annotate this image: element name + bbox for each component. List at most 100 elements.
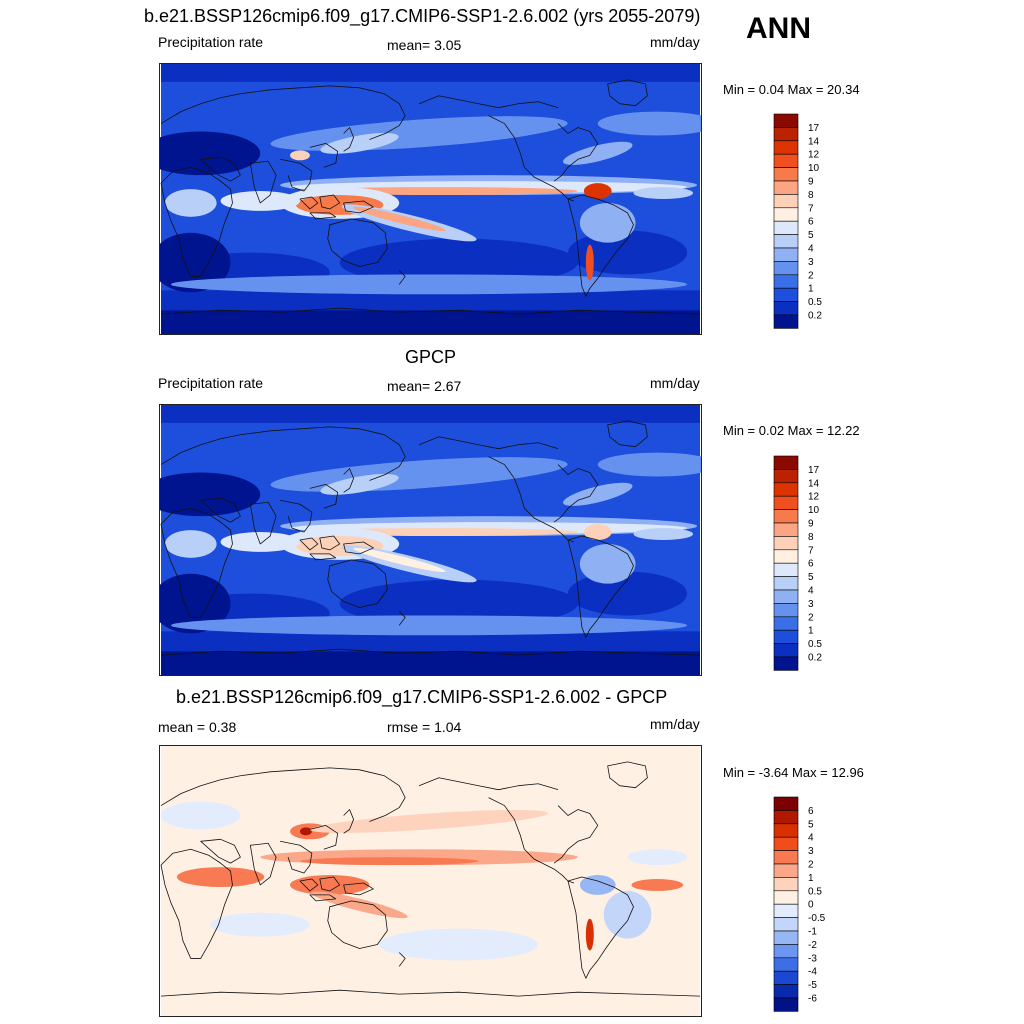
- contour-region: [633, 528, 694, 540]
- contour-region: [160, 573, 231, 634]
- colorbar-swatch: [773, 576, 799, 591]
- colorbar-tick-label: 4: [808, 833, 814, 844]
- contour-band: [160, 651, 701, 675]
- colorbar-tick-label: 2: [808, 612, 814, 623]
- contour-region: [299, 857, 479, 866]
- contour-region: [583, 183, 612, 199]
- colorbar-swatch: [773, 970, 799, 985]
- colorbar-tick-label: 2: [808, 270, 814, 281]
- contour-region: [585, 244, 594, 281]
- colorbar-swatch: [773, 796, 799, 811]
- panel-center-label: rmse = 1.04: [387, 719, 462, 735]
- colorbar-swatch: [773, 629, 799, 644]
- contour-region: [583, 524, 612, 540]
- panel-left-label: Precipitation rate: [158, 34, 264, 50]
- colorbar-tick-label: 17: [808, 465, 820, 476]
- panel-left-label: Precipitation rate: [158, 375, 264, 391]
- colorbar-tick-label: 14: [808, 136, 820, 147]
- colorbar-swatch: [773, 536, 799, 551]
- colorbar-swatch: [773, 234, 799, 249]
- contour-region: [579, 543, 636, 584]
- contour-region: [220, 532, 300, 552]
- colorbar-swatch: [773, 984, 799, 999]
- contour-band: [160, 290, 701, 311]
- colorbar-tick-label: 17: [808, 123, 820, 134]
- colorbar-tick-label: 1: [808, 626, 814, 637]
- contour-region: [220, 191, 300, 211]
- coastline: [160, 79, 701, 315]
- panel-units: mm/day: [650, 716, 700, 732]
- colorbar-tick-label: 7: [808, 203, 814, 214]
- contour-region: [352, 206, 446, 232]
- contour-region: [597, 111, 701, 136]
- contour-region: [352, 547, 446, 573]
- contour-region: [563, 482, 633, 506]
- colorbar-tick-label: 4: [808, 244, 814, 255]
- colorbar-tick-label: 5: [808, 572, 814, 583]
- colorbar-tick-label: 2: [808, 860, 814, 871]
- panel-title: b.e21.BSSP126cmip6.f09_g17.CMIP6-SSP1-2.…: [144, 6, 701, 26]
- colorbar-swatch: [773, 509, 799, 524]
- colorbar-tick-label: 4: [808, 586, 814, 597]
- colorbar-swatch: [773, 549, 799, 564]
- colorbar-swatch: [773, 522, 799, 537]
- colorbar-tick-label: 3: [808, 846, 814, 857]
- colorbar-tick-label: 7: [808, 545, 814, 556]
- colorbar-tick-label: 12: [808, 150, 820, 161]
- colorbar-swatch: [773, 113, 799, 128]
- contour-region: [633, 187, 694, 199]
- panel-center-label: mean= 3.05: [387, 37, 462, 53]
- colorbar-tick-label: 0.5: [808, 297, 822, 308]
- minmax-label: Min = 0.04 Max = 20.34: [723, 82, 860, 97]
- colorbar-swatch: [773, 180, 799, 195]
- colorbar-tick-label: 6: [808, 806, 814, 817]
- panel-left-label: mean = 0.38: [158, 719, 237, 735]
- contour-band: [160, 64, 701, 82]
- colorbar-swatch: [773, 944, 799, 959]
- contour-region: [339, 238, 578, 287]
- precip-map-gpcp: [159, 404, 702, 676]
- colorbar-swatch: [773, 850, 799, 865]
- colorbar-swatch: [773, 314, 799, 329]
- contour-region: [160, 232, 231, 293]
- contour-region: [579, 875, 616, 895]
- coastline: [160, 761, 701, 997]
- colorbar-swatch: [773, 903, 799, 918]
- colorbar-tick-label: 10: [808, 505, 820, 516]
- contour-region: [299, 827, 312, 836]
- contour-region: [160, 801, 241, 830]
- colorbar-swatch: [773, 194, 799, 209]
- panel-title: b.e21.BSSP126cmip6.f09_g17.CMIP6-SSP1-2.…: [176, 687, 668, 707]
- colorbar-swatch: [773, 957, 799, 972]
- colorbar-swatch: [773, 656, 799, 671]
- colorbar-tick-label: -2: [808, 940, 817, 951]
- coastline: [160, 420, 701, 656]
- minmax-label: Min = -3.64 Max = 12.96: [723, 765, 864, 780]
- colorbar-swatch: [773, 220, 799, 235]
- colorbar-tick-label: 0.5: [808, 639, 822, 650]
- contour-region: [379, 928, 539, 961]
- colorbar-swatch: [773, 167, 799, 182]
- contour-region: [170, 274, 688, 295]
- minmax-label: Min = 0.02 Max = 12.22: [723, 423, 860, 438]
- colorbar-swatch: [773, 140, 799, 155]
- colorbar-swatch: [773, 287, 799, 302]
- panel-units: mm/day: [650, 375, 700, 391]
- contour-region: [567, 571, 688, 616]
- colorbar-tick-label: 8: [808, 190, 814, 201]
- contour-region: [320, 132, 399, 154]
- contour-region: [563, 141, 633, 165]
- colorbar-swatch: [773, 836, 799, 851]
- colorbar-swatch: [773, 643, 799, 658]
- contour-region: [627, 849, 688, 866]
- contour-region: [320, 473, 399, 495]
- colorbar-tick-label: -5: [808, 980, 817, 991]
- colorbar-swatch: [773, 562, 799, 577]
- contour-region: [603, 890, 652, 939]
- panel-center-label: mean= 2.67: [387, 378, 462, 394]
- colorbar-swatch: [773, 616, 799, 631]
- colorbar-tick-label: 0.2: [808, 653, 822, 664]
- colorbar-swatch: [773, 603, 799, 618]
- precip-map-model: [159, 63, 702, 335]
- colorbar-tick-label: 10: [808, 163, 820, 174]
